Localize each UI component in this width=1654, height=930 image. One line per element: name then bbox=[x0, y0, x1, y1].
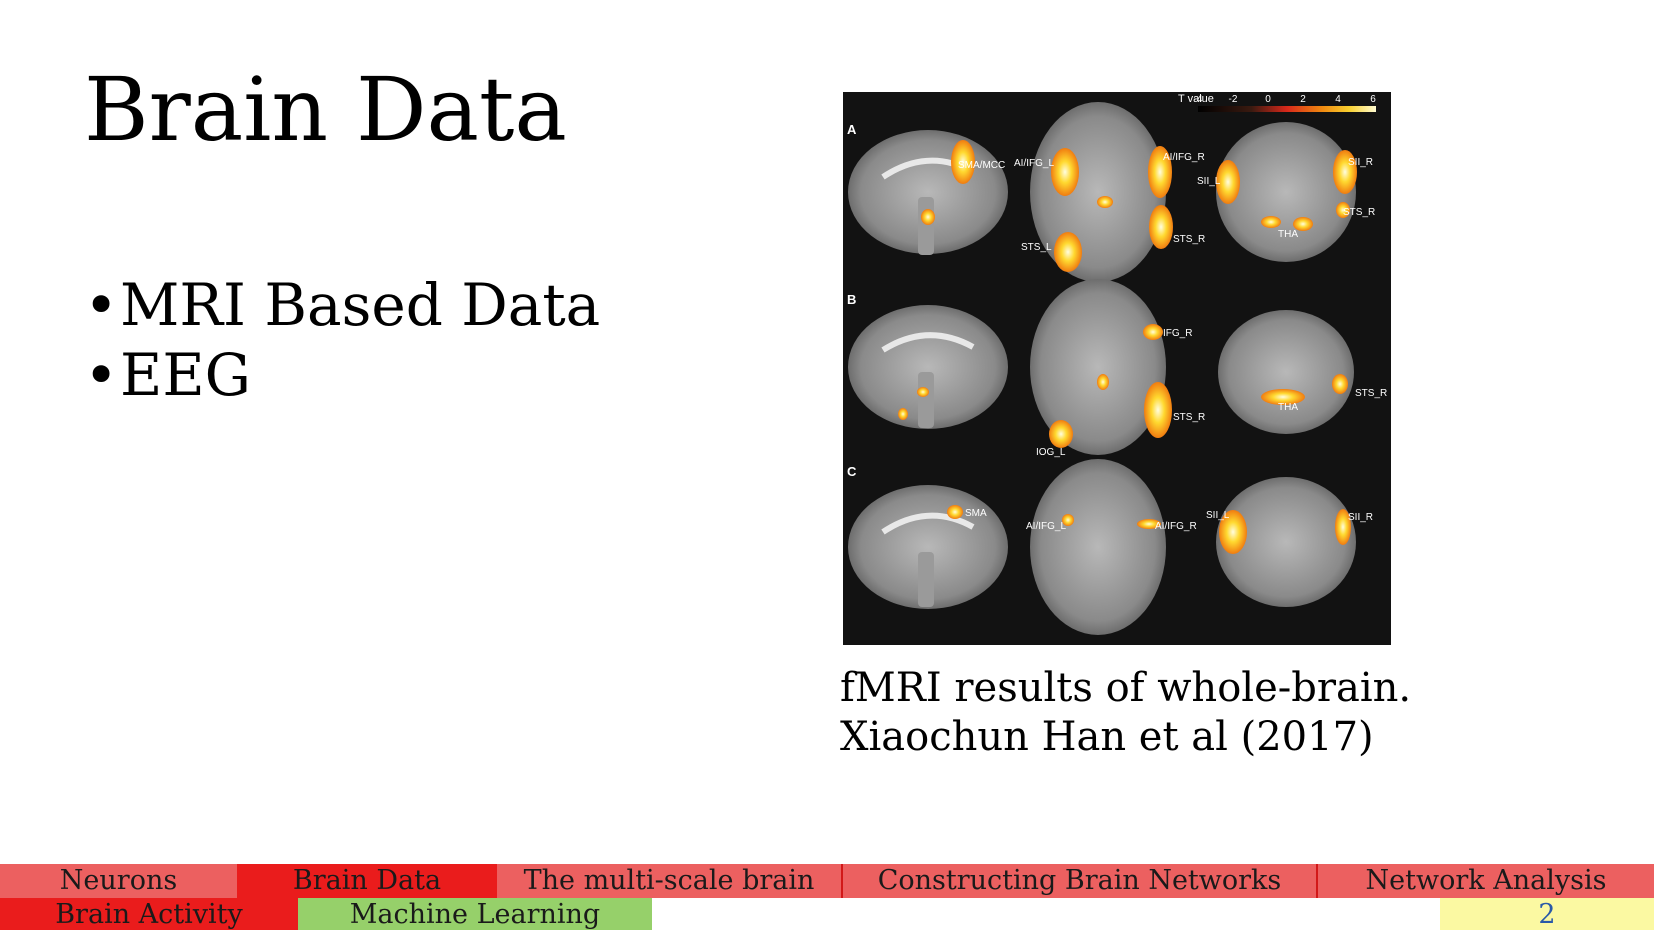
slide-title: Brain Data bbox=[84, 62, 567, 159]
figure-caption: fMRI results of whole-brain. Xiaochun Ha… bbox=[840, 664, 1411, 762]
nav-link-constructing-brain-networks[interactable]: Constructing Brain Networks bbox=[843, 864, 1316, 898]
axial-brain-a bbox=[1030, 102, 1166, 282]
nav-link-brain-data[interactable]: Brain Data bbox=[237, 864, 497, 898]
region-label: THA bbox=[1278, 402, 1298, 413]
row-label-b: B bbox=[847, 292, 856, 307]
region-label: SII_L bbox=[1206, 510, 1230, 521]
region-label: SII_R bbox=[1348, 157, 1373, 168]
bullet-item: •EEG bbox=[84, 340, 600, 410]
region-label: STS_L bbox=[1021, 242, 1052, 253]
bullet-text: MRI Based Data bbox=[120, 271, 600, 339]
colorbar bbox=[1198, 106, 1376, 112]
colorbar-tick: 2 bbox=[1300, 94, 1306, 105]
nav-link-network-analysis[interactable]: Network Analysis bbox=[1318, 864, 1654, 898]
row-a-brains bbox=[848, 102, 1357, 282]
caption-line-1: fMRI results of whole-brain. bbox=[840, 665, 1411, 711]
nav-link-brain-activity[interactable]: Brain Activity bbox=[0, 898, 298, 930]
nav-link-machine-learning[interactable]: Machine Learning bbox=[298, 898, 652, 930]
row-label-a: A bbox=[847, 122, 857, 137]
section-navigation-bar: Neurons Brain Data The multi-scale brain… bbox=[0, 864, 1654, 930]
bullet-list: •MRI Based Data •EEG bbox=[84, 270, 600, 410]
region-label: AI/IFG_L bbox=[1026, 521, 1066, 532]
axial-brain-c bbox=[1030, 459, 1166, 635]
region-label: STS_R bbox=[1355, 388, 1387, 399]
row-b-brains bbox=[848, 279, 1354, 455]
region-label: SII_L bbox=[1197, 176, 1221, 187]
page-number: 2 bbox=[1440, 898, 1654, 930]
region-label: STS_R bbox=[1343, 207, 1375, 218]
fmri-brain-image: T value -4 -2 0 2 4 6 A B C bbox=[843, 92, 1391, 645]
row-label-c: C bbox=[847, 464, 857, 479]
caption-line-2: Xiaochun Han et al (2017) bbox=[840, 714, 1374, 760]
region-label: IOG_L bbox=[1036, 447, 1066, 458]
region-label: SMA/MCC bbox=[958, 160, 1005, 171]
region-label: AI/IFG_R bbox=[1155, 521, 1197, 532]
region-label: IFG_R bbox=[1163, 328, 1192, 339]
fmri-figure: T value -4 -2 0 2 4 6 A B C bbox=[843, 92, 1391, 645]
region-label: SII_R bbox=[1348, 512, 1373, 523]
colorbar-tick: 6 bbox=[1370, 94, 1376, 105]
bullet-dot-icon: • bbox=[84, 340, 120, 410]
nav-link-neurons[interactable]: Neurons bbox=[0, 864, 237, 898]
colorbar-tick: 4 bbox=[1335, 94, 1341, 105]
bullet-dot-icon: • bbox=[84, 270, 120, 340]
region-label: AI/IFG_L bbox=[1014, 158, 1054, 169]
region-label: STS_R bbox=[1173, 234, 1205, 245]
nav-row-2: Brain Activity Machine Learning 2 bbox=[0, 898, 1654, 930]
bullet-item: •MRI Based Data bbox=[84, 270, 600, 340]
region-label: STS_R bbox=[1173, 412, 1205, 423]
colorbar-tick: -4 bbox=[1194, 94, 1203, 105]
region-label: THA bbox=[1278, 229, 1298, 240]
nav-link-multi-scale-brain[interactable]: The multi-scale brain bbox=[497, 864, 841, 898]
coronal-brain-b bbox=[1218, 310, 1354, 434]
nav-row-1: Neurons Brain Data The multi-scale brain… bbox=[0, 864, 1654, 898]
region-label: SMA bbox=[965, 508, 987, 519]
colorbar-tick: 0 bbox=[1265, 94, 1271, 105]
region-label: AI/IFG_R bbox=[1163, 152, 1205, 163]
colorbar-tick: -2 bbox=[1229, 94, 1238, 105]
bullet-text: EEG bbox=[120, 341, 251, 409]
row-c-brains bbox=[848, 459, 1356, 635]
